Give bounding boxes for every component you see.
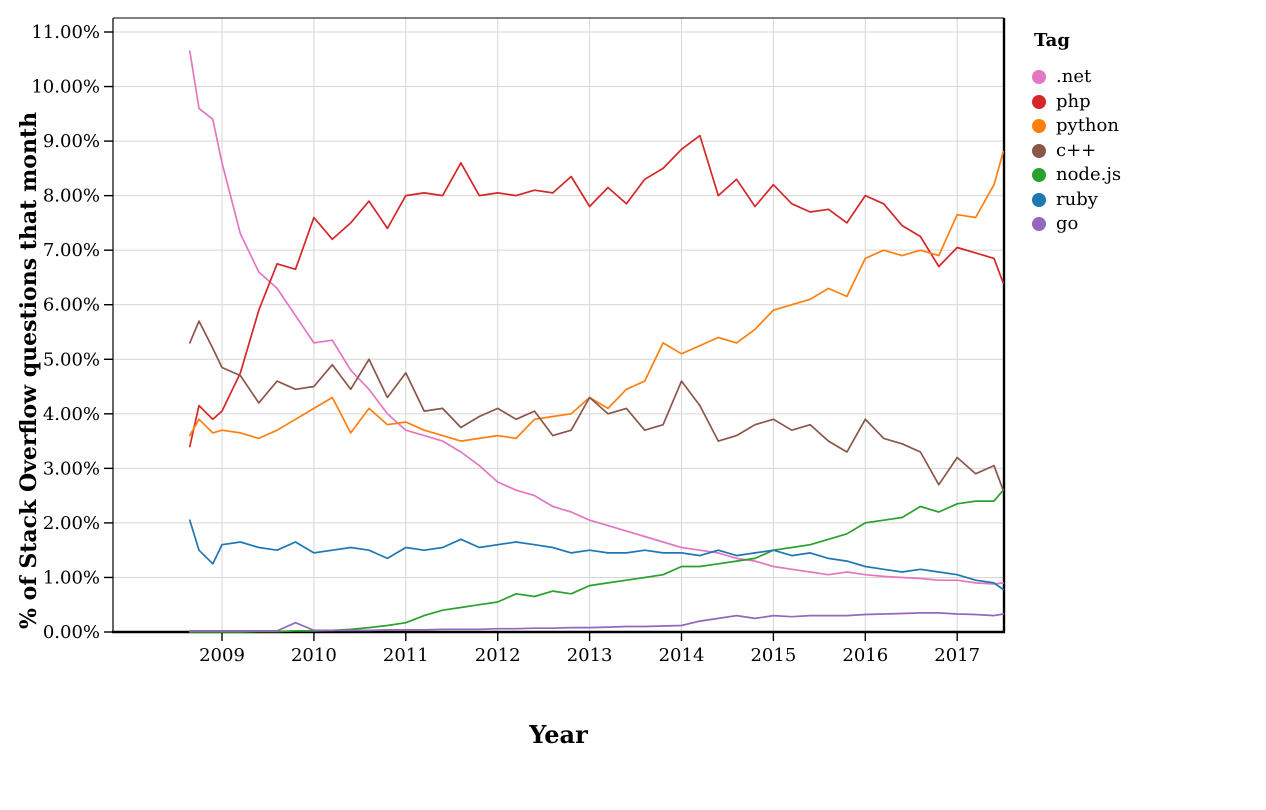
legend-item-label: go xyxy=(1056,213,1079,235)
x-tick-label: 2016 xyxy=(842,645,888,666)
legend-item-label: c++ xyxy=(1056,139,1097,161)
legend-item-label: python xyxy=(1056,115,1119,137)
y-tick-label: 3.00% xyxy=(43,458,100,479)
y-tick-label: 4.00% xyxy=(43,404,100,425)
legend-item-label: ruby xyxy=(1056,188,1098,210)
legend-title: Tag xyxy=(1034,30,1070,51)
series-line-php xyxy=(188,134,1005,448)
legend-item--net: .net xyxy=(1032,65,1121,90)
x-tick-label: 2011 xyxy=(383,645,429,666)
legend-swatch-icon xyxy=(1032,70,1046,85)
y-tick-label: 10.00% xyxy=(31,77,100,98)
x-axis-title: Year xyxy=(529,720,588,749)
y-tick-label: 0.00% xyxy=(43,622,100,643)
y-tick-label: 11.00% xyxy=(31,22,100,43)
legend-item-go: go xyxy=(1032,212,1121,237)
series-line-c- xyxy=(188,320,1005,492)
legend-item-ruby: ruby xyxy=(1032,188,1121,213)
y-axis-title: % of Stack Overflow questions that month xyxy=(16,111,42,629)
legend-swatch-icon xyxy=(1032,192,1046,207)
x-tick-label: 2010 xyxy=(291,645,337,666)
x-tick-label: 2009 xyxy=(199,645,245,666)
y-tick-label: 1.00% xyxy=(43,567,100,588)
series-line-go xyxy=(188,612,1005,632)
legend-item-c-: c++ xyxy=(1032,139,1121,164)
legend-swatch-icon xyxy=(1032,94,1046,109)
x-tick-label: 2017 xyxy=(934,645,980,666)
y-tick-label: 8.00% xyxy=(43,186,100,207)
y-tick-label: 9.00% xyxy=(43,131,100,152)
legend-item-label: node.js xyxy=(1056,164,1122,186)
legend-item-python: python xyxy=(1032,114,1121,139)
legend-swatch-icon xyxy=(1032,217,1046,232)
legend-item-label: .net xyxy=(1056,66,1092,88)
legend: Tag .net php python c++ node.js ruby go xyxy=(1032,30,1121,237)
legend-swatch-icon xyxy=(1032,119,1046,134)
series-line--net xyxy=(188,50,1005,585)
x-tick-label: 2013 xyxy=(567,645,613,666)
legend-swatch-icon xyxy=(1032,168,1046,183)
series-line-node-js xyxy=(188,489,1005,633)
legend-item-node-js: node.js xyxy=(1032,163,1121,188)
legend-item-label: php xyxy=(1056,90,1091,112)
x-tick-label: 2014 xyxy=(659,645,705,666)
legend-swatch-icon xyxy=(1032,143,1046,158)
y-tick-label: 6.00% xyxy=(43,295,100,316)
legend-items: .net php python c++ node.js ruby go xyxy=(1032,65,1121,237)
y-tick-label: 5.00% xyxy=(43,349,100,370)
y-tick-label: 7.00% xyxy=(43,240,100,261)
x-tick-label: 2015 xyxy=(750,645,796,666)
series-line-ruby xyxy=(188,519,1005,591)
legend-item-php: php xyxy=(1032,90,1121,115)
y-tick-label: 2.00% xyxy=(43,513,100,534)
x-tick-label: 2012 xyxy=(475,645,521,666)
